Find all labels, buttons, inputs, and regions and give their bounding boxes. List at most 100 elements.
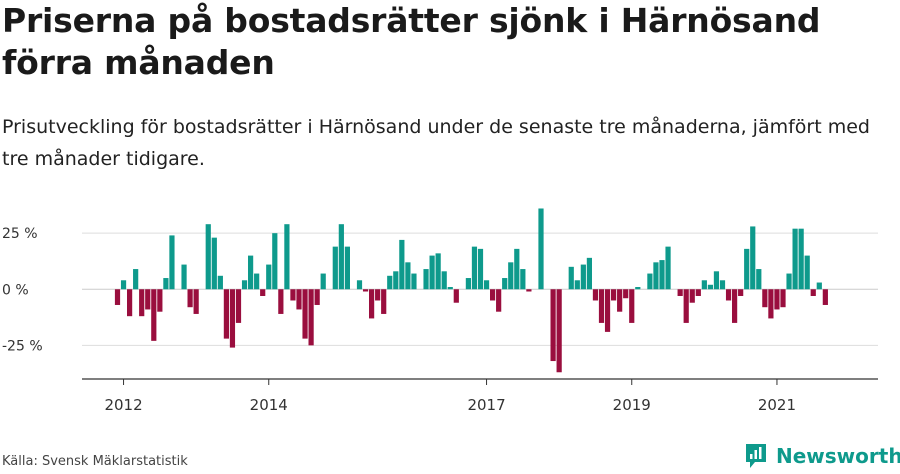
chart-bar <box>139 289 145 317</box>
chart-bar <box>490 289 496 301</box>
chart-bar <box>429 255 435 290</box>
chart-bar <box>169 235 175 290</box>
page-title: Priserna på bostadsrätter sjönk i Härnös… <box>2 1 821 82</box>
chart-bar <box>127 289 133 317</box>
chart-bar <box>635 287 641 290</box>
chart-bar <box>568 266 574 290</box>
x-tick-label: 2012 <box>104 396 142 414</box>
chart-bar <box>260 289 266 296</box>
chart-bar <box>223 289 229 339</box>
chart-bar <box>157 289 163 312</box>
chart-bar <box>254 273 260 290</box>
chart-bar <box>598 289 605 323</box>
chart-bar <box>290 289 296 301</box>
source-note: Källa: Svensk Mäklarstatistik <box>2 454 188 469</box>
chart-bar <box>713 271 720 290</box>
chart-bar <box>320 273 326 290</box>
chart-bar <box>133 269 139 290</box>
chart-bar <box>774 289 780 310</box>
chart-bar <box>792 228 798 290</box>
chart-bar <box>659 260 665 290</box>
chart-bar <box>744 248 750 290</box>
chart-bar <box>369 289 375 319</box>
x-tick-label: 2014 <box>250 396 288 414</box>
chart-bar <box>205 224 211 290</box>
x-tick-label: 2017 <box>467 396 505 414</box>
chart-bar <box>689 289 695 303</box>
chart-bar <box>332 246 338 290</box>
page-subtitle: Prisutveckling för bostadsrätter i Härnö… <box>2 116 870 170</box>
brand[interactable]: Newsworthy <box>744 441 900 471</box>
chart-bar <box>623 289 629 299</box>
chart-bar <box>120 280 127 290</box>
chart-bar <box>804 255 810 290</box>
chart-bar <box>356 280 363 290</box>
chart-bar <box>750 226 756 290</box>
chart-bar <box>229 289 236 348</box>
chart-bar <box>241 280 248 290</box>
x-tick-label: 2019 <box>613 396 651 414</box>
chart-bar <box>296 289 302 310</box>
chart-bar <box>483 280 490 290</box>
chart-bar <box>520 269 526 290</box>
chart-bar <box>738 289 744 296</box>
chart-bar <box>278 289 284 314</box>
chart-bar <box>344 246 350 290</box>
chart-bar <box>477 248 484 290</box>
chart-bar <box>538 208 544 290</box>
chart-bar <box>677 289 683 296</box>
chart-bar <box>211 237 217 290</box>
chart-bar <box>235 289 242 323</box>
chart-bar <box>411 273 417 290</box>
chart-bar <box>719 280 726 290</box>
chart-bar <box>308 289 314 346</box>
chart-bar <box>604 289 611 332</box>
last-value-annotation: -7 % <box>876 0 900 4</box>
chart-bar <box>732 289 738 323</box>
chart-bar <box>611 289 617 301</box>
chart-bar <box>272 233 278 290</box>
chart-bar <box>592 289 599 301</box>
chart-bar <box>683 289 689 323</box>
chart-bar <box>508 262 514 290</box>
chart-bar <box>502 278 508 290</box>
chart-bar <box>653 262 659 290</box>
chart-bar <box>798 228 804 290</box>
chart-bar <box>556 289 562 373</box>
chart-bar <box>786 273 792 290</box>
chart-bar <box>707 284 713 290</box>
chart-bar <box>163 278 169 290</box>
chart-bar <box>810 289 816 296</box>
chart-bar <box>574 280 580 290</box>
chart-bar <box>423 269 429 290</box>
y-tick-label: 25 % <box>2 226 38 242</box>
chart-bar <box>822 289 828 305</box>
chart-bar <box>453 289 459 303</box>
newsworthy-logo-icon <box>746 444 766 468</box>
chart-bar <box>762 289 768 308</box>
chart-bar <box>816 282 822 290</box>
chart-bar <box>114 289 121 305</box>
chart-bar <box>187 289 193 308</box>
chart-bar <box>665 246 671 290</box>
chart-bar <box>302 289 308 339</box>
chart-bar <box>145 289 151 310</box>
chart-bar <box>617 289 623 312</box>
chart-bar <box>405 262 411 290</box>
y-tick-label: -25 % <box>2 338 43 354</box>
chart-bar <box>580 264 586 290</box>
chart-bar <box>248 255 254 290</box>
chart-bar <box>435 253 441 290</box>
chart-bar <box>217 275 223 290</box>
chart-bar <box>526 289 532 292</box>
chart-bar <box>647 273 653 290</box>
chart-bar <box>387 275 393 290</box>
chart-bar <box>381 289 387 314</box>
chart-bar <box>151 289 157 341</box>
chart-bar <box>695 289 701 296</box>
chart-bar <box>375 289 381 301</box>
chart-bar <box>586 257 592 290</box>
chart-bar <box>181 264 187 290</box>
chart-bar <box>193 289 199 314</box>
